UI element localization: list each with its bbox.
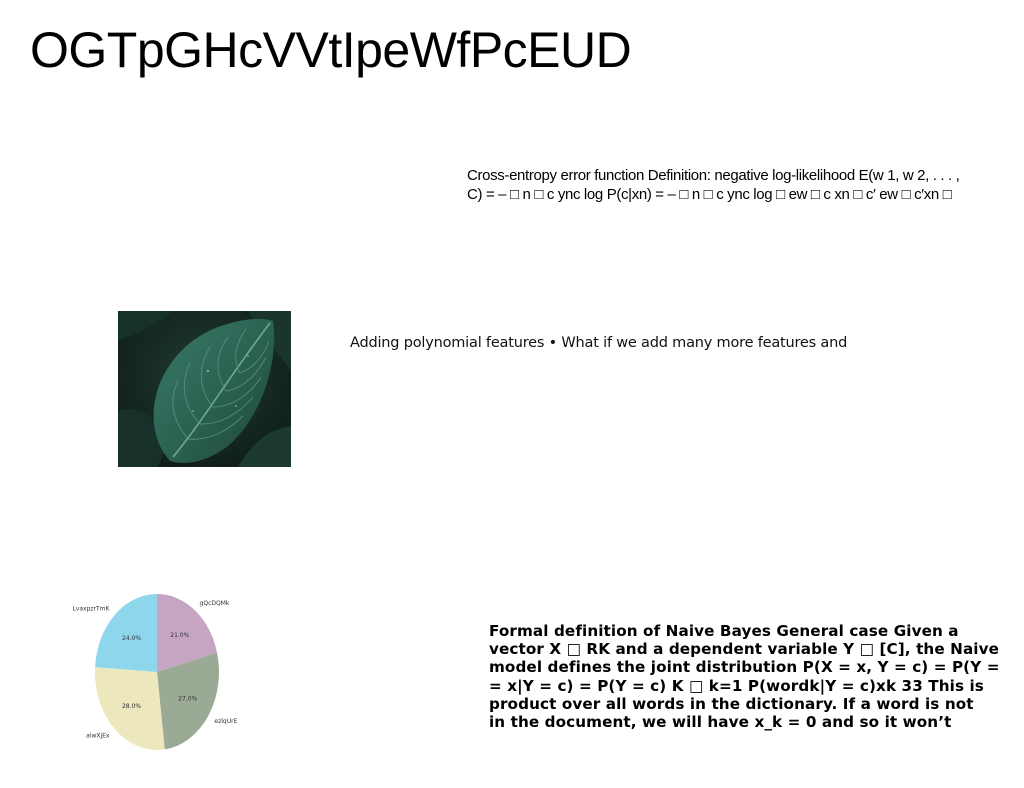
pie-slice-LvaxpzrTmK bbox=[95, 594, 157, 672]
pie-percent-label: 28.0% bbox=[122, 703, 141, 710]
slide-title: OGTpGHcVVtIpeWfPcEUD bbox=[30, 22, 632, 78]
pie-slice-gQcDQMk bbox=[157, 594, 218, 672]
pie-percent-label: 24.0% bbox=[122, 635, 141, 642]
pie-category-label: alwXjEx bbox=[86, 733, 110, 740]
pie-slice-alwXjEx bbox=[94, 667, 165, 750]
naive-bayes-line-6: in the document, we will have x_k = 0 an… bbox=[489, 713, 952, 732]
pie-category-label: ezlqUrE bbox=[214, 718, 237, 725]
pie-slice-ezlqUrE bbox=[157, 652, 219, 750]
pie-category-label: gQcDQMk bbox=[200, 600, 230, 607]
naive-bayes-line-2: vector X □ RK and a dependent variable Y… bbox=[489, 640, 999, 659]
pie-category-label: LvaxpzrTmK bbox=[72, 605, 110, 612]
cross-entropy-text: Cross-entropy error function Definition:… bbox=[467, 166, 1024, 204]
naive-bayes-line-1: Formal definition of Naive Bayes General… bbox=[489, 622, 959, 640]
leaf-image bbox=[118, 311, 291, 467]
pie-percent-label: 21.0% bbox=[170, 632, 189, 639]
polynomial-features-text: Adding polynomial features • What if we … bbox=[350, 335, 848, 351]
naive-bayes-line-4: = x|Y = c) = P(Y = c) K □ k=1 P(wordk|Y … bbox=[489, 676, 984, 695]
pie-chart: 21.0% gQcDQMk 27.0% ezlqUrE 28.0% alwXjEx 24.0… bbox=[60, 585, 260, 765]
naive-bayes-line-3: model defines the joint distribution P(X… bbox=[489, 658, 1000, 677]
pie-chart-svg: 21.0% gQcDQMk 27.0% ezlqUrE 28.0% alwXjEx 24.0… bbox=[72, 594, 238, 750]
cross-entropy-line-1: Cross-entropy error function Definition:… bbox=[467, 167, 960, 184]
pie-percent-label: 27.0% bbox=[178, 695, 197, 702]
leaf-photo bbox=[118, 311, 291, 467]
naive-bayes-text: Formal definition of Naive Bayes General… bbox=[489, 622, 1024, 731]
cross-entropy-line-2: C) = – □ n □ c ync log P(c|xn) = – □ n □… bbox=[467, 186, 952, 203]
naive-bayes-line-5: product over all words in the dictionary… bbox=[489, 694, 974, 713]
